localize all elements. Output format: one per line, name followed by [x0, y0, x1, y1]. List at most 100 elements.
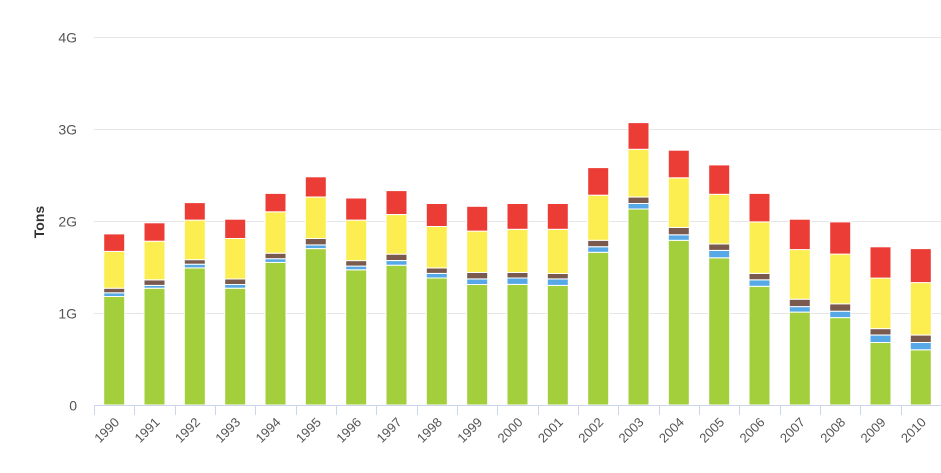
bar-segment-2010-s4[interactable]	[909, 282, 932, 336]
bar-segment-2003-s1[interactable]	[627, 208, 650, 406]
bar-segment-1999-s5[interactable]	[466, 205, 489, 232]
bar-segment-2005-s4[interactable]	[708, 193, 731, 245]
bar-segment-2000-s2[interactable]	[506, 277, 529, 285]
bar-segment-2003-s5[interactable]	[627, 122, 650, 150]
bar-segment-2009-s2[interactable]	[869, 334, 892, 344]
bar-segment-2004-s3[interactable]	[667, 226, 690, 236]
bar-segment-1994-s5[interactable]	[264, 192, 287, 213]
bar-segment-2001-s3[interactable]	[546, 272, 569, 280]
bar-segment-2005-s1[interactable]	[708, 257, 731, 406]
bar-segment-2002-s1[interactable]	[587, 251, 610, 406]
bar-segment-2001-s4[interactable]	[546, 228, 569, 275]
bar-segment-1997-s4[interactable]	[385, 214, 408, 255]
bar-segment-1995-s5[interactable]	[304, 176, 327, 198]
bar-segment-1992-s5[interactable]	[183, 202, 206, 221]
bar-segment-2003-s4[interactable]	[627, 148, 650, 198]
bar-segment-1993-s1[interactable]	[224, 287, 247, 406]
bar-segment-2007-s4[interactable]	[788, 249, 811, 300]
bar-segment-1993-s3[interactable]	[224, 278, 247, 285]
bar-segment-1996-s3[interactable]	[345, 260, 368, 267]
bar-segment-2006-s3[interactable]	[748, 272, 771, 281]
bar-segment-1998-s5[interactable]	[425, 203, 448, 227]
bar-segment-2009-s5[interactable]	[869, 246, 892, 279]
bar-segment-1992-s1[interactable]	[183, 267, 206, 406]
bar-segment-1991-s1[interactable]	[143, 287, 166, 406]
bar-segment-1993-s2[interactable]	[224, 284, 247, 289]
bar-segment-2010-s3[interactable]	[909, 334, 932, 344]
bar-segment-2004-s2[interactable]	[667, 234, 690, 241]
bar-segment-1995-s1[interactable]	[304, 248, 327, 406]
bar-segment-2000-s5[interactable]	[506, 203, 529, 230]
bar-segment-1998-s4[interactable]	[425, 226, 448, 269]
bar-segment-2004-s1[interactable]	[667, 239, 690, 406]
bar-segment-2008-s2[interactable]	[829, 310, 852, 319]
bar-segment-1994-s3[interactable]	[264, 252, 287, 260]
bar-segment-1997-s3[interactable]	[385, 253, 408, 262]
bar-segment-2010-s2[interactable]	[909, 341, 932, 351]
bar-segment-2003-s2[interactable]	[627, 203, 650, 210]
bar-segment-2007-s1[interactable]	[788, 311, 811, 406]
bar-segment-1990-s4[interactable]	[103, 250, 126, 289]
bar-segment-1994-s4[interactable]	[264, 211, 287, 254]
bar-segment-2008-s3[interactable]	[829, 303, 852, 312]
bar-segment-2001-s5[interactable]	[546, 203, 569, 230]
bar-segment-1992-s3[interactable]	[183, 259, 206, 265]
bar-segment-1996-s2[interactable]	[345, 265, 368, 271]
bar-segment-2001-s2[interactable]	[546, 278, 569, 286]
bar-segment-1993-s5[interactable]	[224, 218, 247, 239]
bar-segment-1998-s3[interactable]	[425, 267, 448, 274]
bar-segment-2007-s2[interactable]	[788, 306, 811, 313]
bar-segment-1990-s3[interactable]	[103, 287, 126, 294]
bar-segment-1997-s5[interactable]	[385, 190, 408, 216]
bar-segment-2006-s4[interactable]	[748, 221, 771, 274]
bar-segment-1999-s1[interactable]	[466, 284, 489, 406]
bar-segment-1990-s1[interactable]	[103, 295, 126, 406]
bar-segment-2010-s5[interactable]	[909, 248, 932, 284]
bar-segment-2005-s5[interactable]	[708, 164, 731, 195]
bar-segment-1997-s2[interactable]	[385, 260, 408, 266]
bar-segment-2005-s2[interactable]	[708, 249, 731, 259]
bar-segment-1997-s1[interactable]	[385, 264, 408, 406]
bar-segment-1999-s2[interactable]	[466, 278, 489, 285]
bar-segment-2010-s1[interactable]	[909, 349, 932, 406]
bar-segment-1995-s4[interactable]	[304, 196, 327, 240]
bar-segment-2004-s5[interactable]	[667, 149, 690, 179]
bar-segment-1994-s2[interactable]	[264, 258, 287, 263]
bar-segment-1993-s4[interactable]	[224, 238, 247, 280]
bar-segment-1990-s2[interactable]	[103, 292, 126, 297]
bar-segment-1992-s2[interactable]	[183, 263, 206, 269]
bar-segment-1996-s4[interactable]	[345, 219, 368, 262]
bar-segment-2002-s4[interactable]	[587, 194, 610, 241]
bar-segment-1996-s5[interactable]	[345, 197, 368, 221]
bar-segment-2006-s1[interactable]	[748, 285, 771, 406]
bar-segment-2000-s4[interactable]	[506, 228, 529, 274]
bar-segment-1992-s4[interactable]	[183, 219, 206, 261]
bar-segment-2008-s4[interactable]	[829, 253, 852, 305]
bar-segment-1996-s1[interactable]	[345, 269, 368, 406]
bar-segment-1999-s3[interactable]	[466, 272, 489, 280]
bar-segment-2003-s3[interactable]	[627, 196, 650, 205]
bar-segment-2002-s3[interactable]	[587, 239, 610, 248]
bar-segment-1991-s3[interactable]	[143, 279, 166, 286]
bar-segment-2009-s1[interactable]	[869, 341, 892, 406]
bar-segment-1995-s2[interactable]	[304, 244, 327, 250]
bar-segment-1998-s1[interactable]	[425, 277, 448, 406]
bar-segment-2009-s4[interactable]	[869, 277, 892, 330]
bar-segment-1991-s5[interactable]	[143, 222, 166, 242]
bar-segment-2008-s5[interactable]	[829, 221, 852, 255]
bar-segment-2001-s1[interactable]	[546, 284, 569, 406]
bar-segment-2005-s3[interactable]	[708, 243, 731, 251]
bar-segment-2000-s3[interactable]	[506, 272, 529, 279]
bar-segment-2008-s1[interactable]	[829, 317, 852, 406]
bar-segment-2002-s5[interactable]	[587, 167, 610, 196]
bar-segment-2000-s1[interactable]	[506, 284, 529, 406]
bar-segment-2004-s4[interactable]	[667, 177, 690, 229]
bar-segment-2007-s5[interactable]	[788, 218, 811, 251]
bar-segment-2006-s2[interactable]	[748, 279, 771, 287]
bar-segment-2006-s5[interactable]	[748, 192, 771, 223]
bar-segment-1991-s4[interactable]	[143, 240, 166, 281]
bar-segment-2007-s3[interactable]	[788, 298, 811, 308]
bar-segment-2002-s2[interactable]	[587, 246, 610, 253]
bar-segment-1999-s4[interactable]	[466, 230, 489, 274]
bar-segment-1998-s2[interactable]	[425, 272, 448, 279]
